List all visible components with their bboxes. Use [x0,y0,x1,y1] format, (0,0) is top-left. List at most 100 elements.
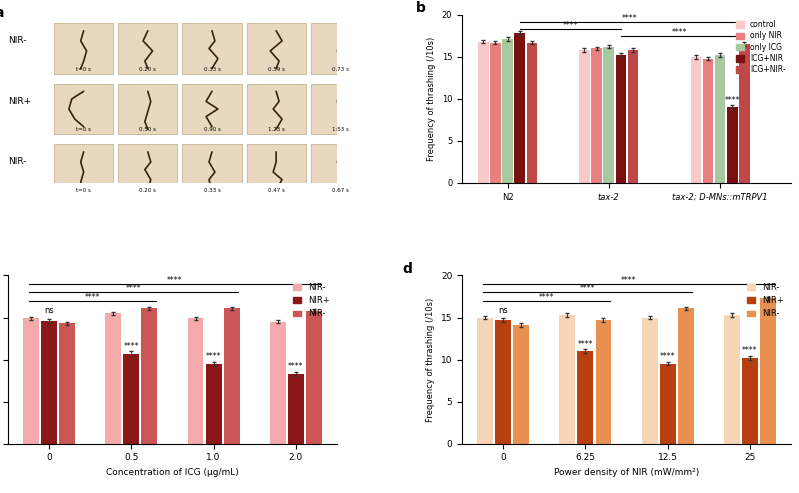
Text: ****: **** [85,293,100,302]
Bar [727,107,737,183]
Text: ****: **** [622,14,637,23]
Text: ****: **** [660,352,675,361]
Text: NIR-: NIR- [8,157,26,167]
Bar [527,42,537,183]
FancyBboxPatch shape [311,84,370,134]
Legend: NIR-, NIR+, NIR-: NIR-, NIR+, NIR- [289,280,333,321]
Bar [141,308,157,444]
Bar [42,321,57,444]
Bar [690,57,702,183]
Text: b: b [416,1,426,15]
Text: 0.90 s: 0.90 s [204,127,221,132]
Text: ****: **** [725,96,740,105]
Text: ****: **** [167,276,182,285]
Bar [123,353,139,444]
FancyBboxPatch shape [182,23,241,73]
FancyBboxPatch shape [182,144,241,195]
Bar [591,48,602,183]
Bar [702,59,714,183]
Bar [642,317,658,444]
Bar [490,42,501,183]
Text: ns: ns [44,306,54,315]
FancyBboxPatch shape [54,23,113,73]
Text: ns: ns [499,306,508,315]
Bar [205,364,221,444]
Bar [478,42,489,183]
Bar [595,320,611,444]
Bar [742,358,757,444]
FancyBboxPatch shape [118,84,177,134]
Bar [288,374,304,444]
FancyBboxPatch shape [247,144,306,195]
FancyBboxPatch shape [54,84,113,134]
Text: ****: **** [206,352,221,361]
Text: 0.20 s: 0.20 s [139,188,157,193]
FancyBboxPatch shape [311,23,370,73]
Text: t=0 s: t=0 s [76,188,91,193]
Text: ****: **** [288,362,304,371]
Bar [739,44,749,183]
Bar [23,318,39,444]
Bar [306,311,322,444]
Text: ****: **** [125,284,141,293]
Text: 0.59 s: 0.59 s [268,67,284,71]
Text: 0.73 s: 0.73 s [332,67,348,71]
Text: 0.50 s: 0.50 s [139,127,157,132]
Y-axis label: Frequency of thrashing (/10s): Frequency of thrashing (/10s) [427,37,436,161]
FancyBboxPatch shape [311,144,370,195]
FancyBboxPatch shape [247,23,306,73]
X-axis label: Concentration of ICG (μg/mL): Concentration of ICG (μg/mL) [106,468,239,477]
Bar [724,315,740,444]
Bar [495,320,511,444]
Bar [59,323,75,444]
Text: ****: **** [562,21,578,30]
Bar [477,317,493,444]
Bar [515,34,525,183]
Text: ****: **** [580,284,595,293]
Text: ****: **** [621,276,636,285]
Bar [224,308,240,444]
Text: ****: **** [742,347,757,355]
FancyBboxPatch shape [118,144,177,195]
Legend: control, only NIR, only ICG, ICG+NIR, ICG+NIR-: control, only NIR, only ICG, ICG+NIR, IC… [735,19,787,76]
Bar [513,325,529,444]
Text: 0.47 s: 0.47 s [268,188,284,193]
FancyBboxPatch shape [118,23,177,73]
Y-axis label: Frequency of thrashing (/10s): Frequency of thrashing (/10s) [426,297,435,422]
Bar [105,314,121,444]
Text: NIR+: NIR+ [8,97,31,106]
Text: 0.33 s: 0.33 s [204,67,221,71]
Text: 1.53 s: 1.53 s [332,127,348,132]
Text: a: a [0,6,4,20]
Bar [715,55,725,183]
Text: 1.23 s: 1.23 s [268,127,284,132]
Bar [559,315,575,444]
Text: 0.20 s: 0.20 s [139,67,157,71]
Text: t=0 s: t=0 s [76,127,91,132]
Text: 0.67 s: 0.67 s [332,188,348,193]
FancyBboxPatch shape [247,84,306,134]
Bar [503,39,513,183]
Text: NIR-: NIR- [8,36,26,45]
Text: ****: **** [124,342,139,351]
Bar [678,308,694,444]
FancyBboxPatch shape [182,84,241,134]
Text: t=0 s: t=0 s [76,67,91,71]
Text: d: d [403,262,412,276]
Bar [760,298,776,444]
Bar [188,318,204,444]
Text: ****: **** [539,293,554,302]
Text: ****: **** [578,340,593,349]
X-axis label: Power density of NIR (mW/mm²): Power density of NIR (mW/mm²) [554,468,699,477]
Text: ****: **** [672,28,687,37]
Legend: NIR-, NIR+, NIR-: NIR-, NIR+, NIR- [744,280,787,321]
Bar [270,322,286,444]
Bar [628,50,638,183]
Bar [603,47,614,183]
Bar [578,351,594,444]
Text: 0.33 s: 0.33 s [204,188,221,193]
FancyBboxPatch shape [54,144,113,195]
Bar [579,50,590,183]
Bar [615,55,626,183]
Bar [660,364,676,444]
